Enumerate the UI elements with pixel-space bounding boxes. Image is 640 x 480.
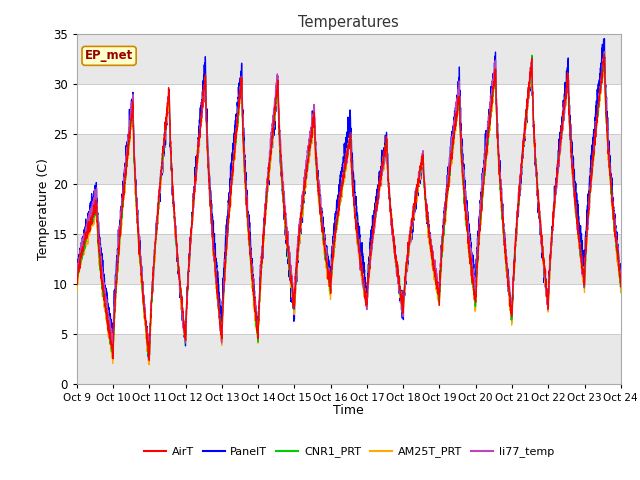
Bar [77,134,621,184]
Bar [77,34,621,84]
li77_temp [189,202,197,208]
li77_temp [402,268,410,274]
Bar [77,234,621,284]
AirT [412,195,419,201]
PanelT [189,200,197,206]
AM25T_PRT [145,362,153,368]
Bar [77,84,621,134]
AM25T_PRT [412,204,419,210]
Text: EP_met: EP_met [85,49,133,62]
Bar [77,284,621,334]
CNR1_PRT [73,283,81,288]
CNR1_PRT [617,282,625,288]
Line: AirT: AirT [77,54,621,360]
CNR1_PRT [412,199,419,205]
PanelT [565,106,573,112]
li77_temp [412,193,419,199]
Title: Temperatures: Temperatures [298,15,399,30]
Line: li77_temp: li77_temp [77,52,621,354]
AirT [617,277,625,283]
li77_temp [565,115,573,120]
AM25T_PRT [402,278,410,284]
AM25T_PRT [566,121,573,127]
AM25T_PRT [617,285,625,291]
AM25T_PRT [73,283,81,288]
li77_temp [145,351,153,357]
AM25T_PRT [225,219,233,225]
PanelT [617,270,625,276]
li77_temp [617,274,625,279]
Bar [77,184,621,234]
li77_temp [73,267,81,273]
li77_temp [617,275,625,280]
AM25T_PRT [617,290,625,296]
AirT [600,51,608,57]
CNR1_PRT [617,281,625,287]
AM25T_PRT [189,204,197,209]
AirT [565,108,573,113]
CNR1_PRT [402,267,410,273]
PanelT [145,360,152,366]
AirT [73,277,81,283]
CNR1_PRT [565,116,573,122]
AirT [225,215,233,220]
CNR1_PRT [225,212,233,218]
li77_temp [600,49,608,55]
CNR1_PRT [600,49,608,55]
AirT [617,284,625,289]
li77_temp [225,213,233,219]
Line: AM25T_PRT: AM25T_PRT [77,58,621,365]
PanelT [412,188,419,194]
PanelT [73,280,81,286]
Line: PanelT: PanelT [77,38,621,363]
PanelT [600,36,608,41]
CNR1_PRT [145,357,153,363]
Bar [77,334,621,384]
AirT [402,269,410,275]
AirT [145,358,153,363]
X-axis label: Time: Time [333,405,364,418]
AirT [189,198,197,204]
PanelT [402,269,410,275]
Legend: AirT, PanelT, CNR1_PRT, AM25T_PRT, li77_temp: AirT, PanelT, CNR1_PRT, AM25T_PRT, li77_… [140,442,558,462]
AM25T_PRT [528,55,536,61]
Y-axis label: Temperature (C): Temperature (C) [37,158,50,260]
Line: CNR1_PRT: CNR1_PRT [77,52,621,360]
PanelT [225,197,233,203]
CNR1_PRT [189,199,197,204]
PanelT [617,276,625,281]
